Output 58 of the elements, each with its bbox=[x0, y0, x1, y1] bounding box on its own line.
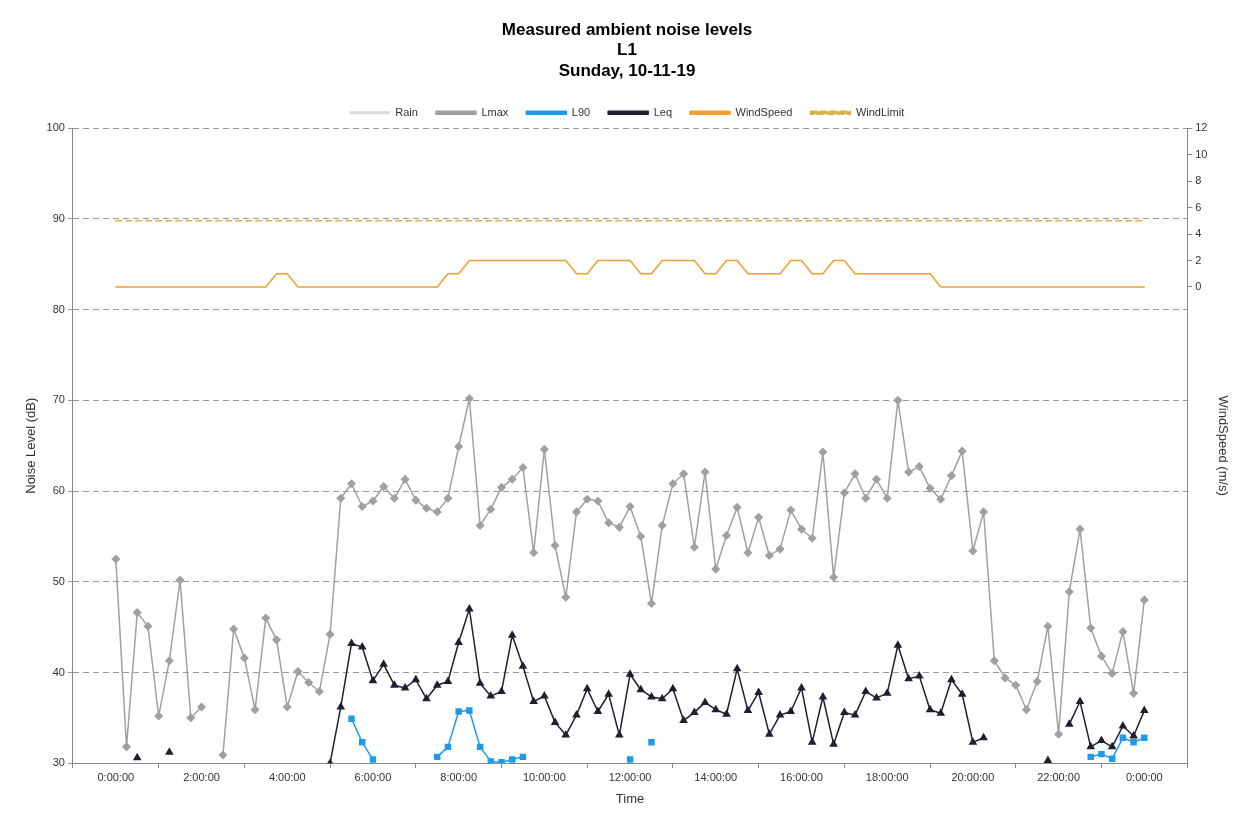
point bbox=[1087, 753, 1094, 761]
x-tick-label: 16:00:00 bbox=[780, 770, 823, 783]
point bbox=[369, 756, 377, 763]
point bbox=[487, 758, 495, 764]
x-tick-label: 2:00:00 bbox=[183, 770, 220, 783]
chart-title: Measured ambient noise levels L1 Sunday, 10-11-19 bbox=[501, 19, 753, 80]
point bbox=[1130, 739, 1137, 746]
x-tick-label: 10:00:00 bbox=[522, 770, 566, 783]
y-tick-label: 100 bbox=[46, 121, 65, 134]
y2-tick-label: 6 bbox=[1195, 200, 1202, 213]
x-tick-label: 4:00:00 bbox=[268, 770, 306, 783]
y2-tick-label: 0 bbox=[1195, 279, 1202, 292]
x-tick-label: 12:00:00 bbox=[608, 770, 652, 783]
y-tick-label: 60 bbox=[52, 484, 65, 497]
x-tick-label: 6:00:00 bbox=[354, 770, 392, 783]
point bbox=[648, 739, 655, 746]
y2-tick-label: 8 bbox=[1195, 174, 1202, 187]
point bbox=[359, 739, 366, 746]
y2-tick-label: 4 bbox=[1195, 227, 1202, 240]
point bbox=[508, 756, 516, 763]
point bbox=[444, 743, 452, 751]
point bbox=[1108, 755, 1116, 762]
legend-label: Lmax bbox=[481, 105, 509, 118]
point bbox=[455, 708, 462, 715]
point bbox=[626, 756, 634, 763]
point bbox=[519, 753, 527, 761]
x-tick-label: 14:00:00 bbox=[694, 770, 738, 783]
x-tick-label: 0:00:00 bbox=[97, 770, 135, 783]
y2-axis-title: WindSpeed (m/s) bbox=[1215, 395, 1231, 496]
y-axis-title: Noise Level (dB) bbox=[23, 397, 39, 494]
point bbox=[348, 715, 355, 722]
point bbox=[476, 743, 484, 751]
y-tick-label: 50 bbox=[52, 574, 65, 587]
y2-tick-label: 10 bbox=[1195, 147, 1208, 160]
point bbox=[1141, 734, 1148, 742]
legend-label: WindSpeed bbox=[735, 105, 793, 118]
y-tick-label: 70 bbox=[52, 393, 65, 406]
point bbox=[498, 759, 505, 764]
x-tick-label: 18:00:00 bbox=[865, 770, 909, 783]
y-tick-label: 90 bbox=[52, 211, 65, 224]
x-tick-label: 8:00:00 bbox=[440, 770, 477, 783]
x-tick-label: 0:00:00 bbox=[1125, 770, 1163, 783]
legend-label: Leq bbox=[653, 105, 673, 118]
legend-label: Rain bbox=[395, 105, 418, 118]
x-tick-label: 20:00:00 bbox=[951, 770, 995, 783]
x-axis-title: Time bbox=[615, 790, 645, 806]
y2-tick-label: 2 bbox=[1195, 253, 1202, 266]
point bbox=[433, 753, 441, 761]
legend-label: L90 bbox=[571, 105, 591, 118]
y-tick-label: 40 bbox=[52, 665, 65, 678]
x-tick-label: 22:00:00 bbox=[1037, 770, 1081, 783]
point bbox=[1098, 750, 1105, 758]
y2-tick-label: 12 bbox=[1195, 121, 1208, 134]
y-tick-label: 80 bbox=[52, 302, 65, 315]
point bbox=[466, 707, 473, 714]
point bbox=[1119, 734, 1127, 742]
y-tick-label: 30 bbox=[52, 756, 65, 769]
legend-label: WindLimit bbox=[855, 105, 905, 118]
